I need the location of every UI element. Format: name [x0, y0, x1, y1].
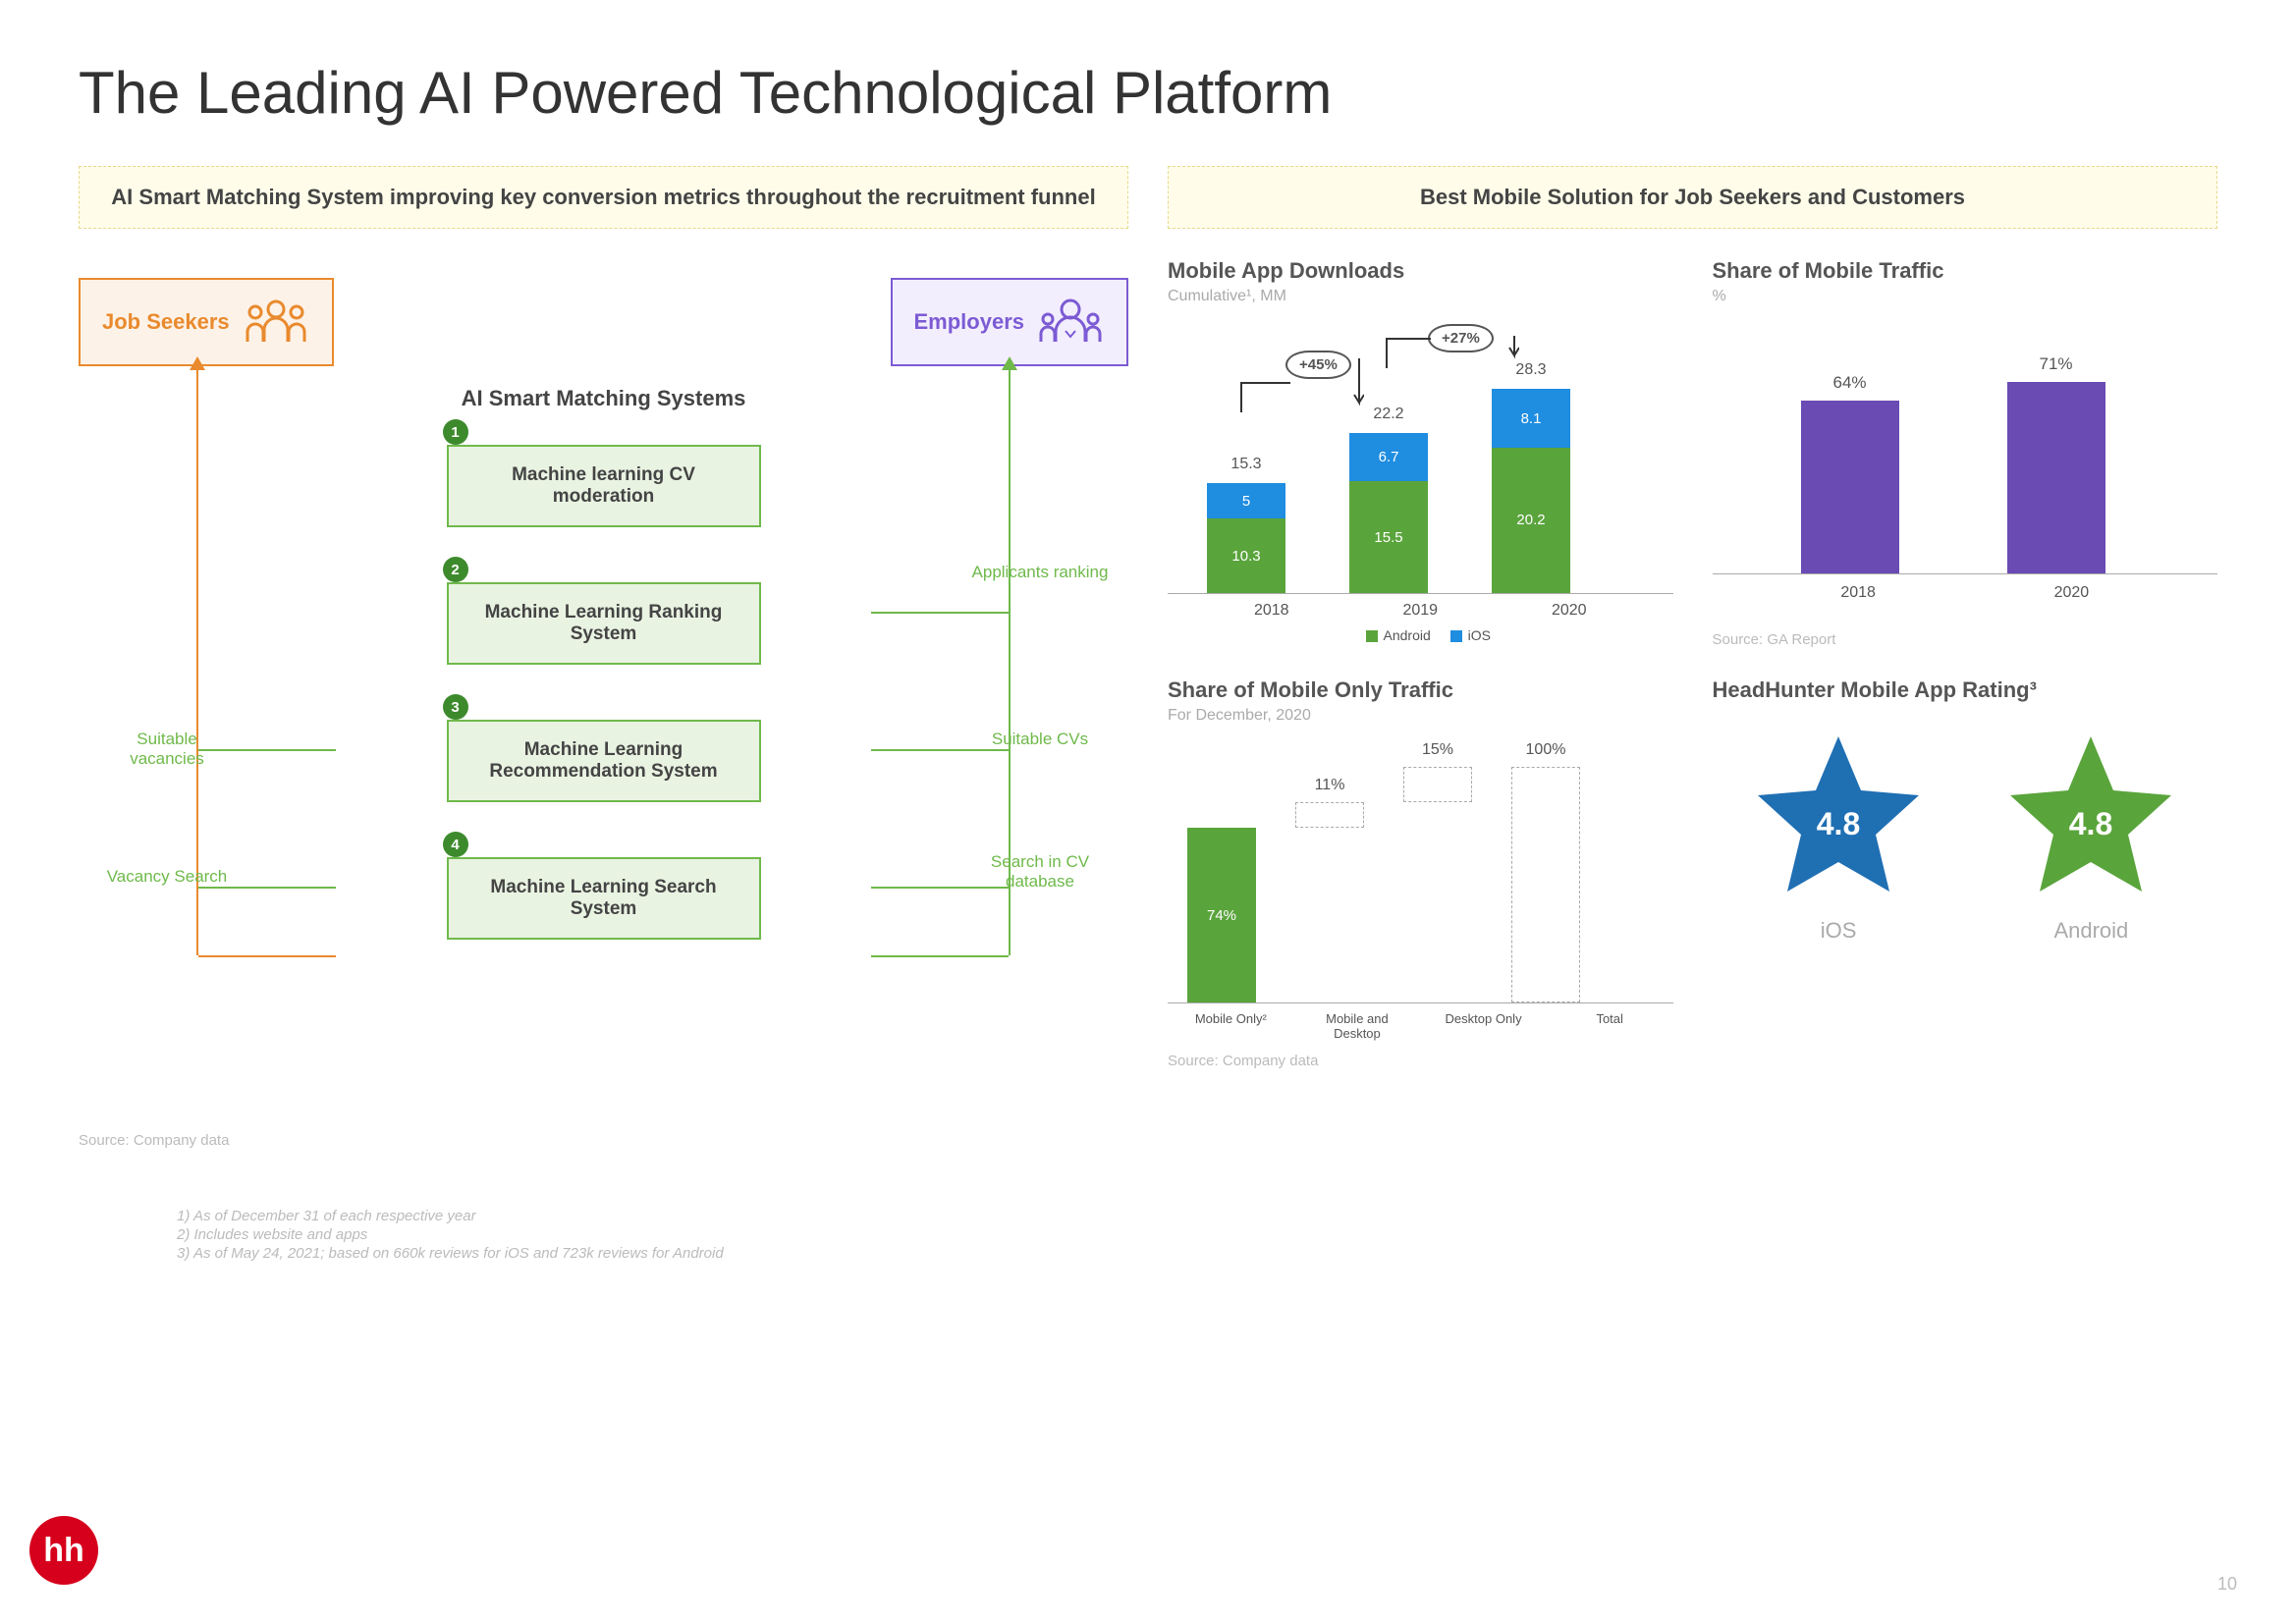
mo-x-1: Mobile and Desktop	[1318, 1011, 1396, 1041]
tr-x-0: 2018	[1840, 584, 1876, 602]
footnotes: 1) As of December 31 of each respective …	[177, 1208, 2217, 1262]
tr-val-1: 71%	[2007, 354, 2105, 374]
monly-title: Share of Mobile Only Traffic	[1168, 677, 1673, 703]
traffic-chart: Share of Mobile Traffic % 64% 71% 2018 20…	[1713, 258, 2218, 648]
dl-total-0: 15.3	[1207, 456, 1285, 473]
dl-x-2: 2020	[1552, 602, 1587, 620]
mo-x-2: Desktop Only	[1445, 1011, 1523, 1041]
dl-bar-0: 15.3510.3	[1207, 483, 1285, 593]
job-seekers-box: Job Seekers	[79, 278, 334, 366]
mo-val-1: 11%	[1295, 777, 1364, 794]
monly-sub: For December, 2020	[1168, 707, 1673, 725]
dl-bar-2: 28.38.120.2	[1492, 389, 1570, 593]
tr-bar-1: 71%	[2007, 382, 2105, 573]
rating-star-android: 4.8 Android	[2002, 727, 2179, 944]
tr-bar-0: 64%	[1801, 401, 1899, 573]
star-icon: 4.8	[2002, 727, 2179, 903]
rating-label-0: iOS	[1750, 918, 1927, 944]
left-source: Source: Company data	[79, 1132, 1128, 1149]
downloads-chart: Mobile App Downloads Cumulative¹, MM +45…	[1168, 258, 1673, 648]
people-icon	[242, 298, 310, 347]
legend-ios: iOS	[1468, 627, 1491, 643]
star-icon: 4.8	[1750, 727, 1927, 903]
rating-title: HeadHunter Mobile App Rating³	[1713, 677, 2218, 703]
ml-box-3: 3 Machine Learning Recommendation System	[447, 720, 761, 802]
mo-bar-2: 15%	[1403, 767, 1472, 802]
tr-val-0: 64%	[1801, 373, 1899, 393]
ml-box-4-label: Machine Learning Search System	[490, 877, 716, 919]
label-search-cv-db: Search in CV database	[971, 852, 1109, 892]
growth-arrow-1	[1236, 349, 1364, 417]
downloads-legend: Android iOS	[1168, 627, 1673, 643]
downloads-title: Mobile App Downloads	[1168, 258, 1673, 284]
footnote-3: 3) As of May 24, 2021; based on 660k rev…	[177, 1245, 2217, 1262]
rating-value-0: 4.8	[1817, 806, 1860, 841]
ml-box-2-label: Machine Learning Ranking System	[485, 602, 723, 644]
right-banner: Best Mobile Solution for Job Seekers and…	[1168, 166, 2217, 229]
hh-logo: hh	[29, 1516, 98, 1585]
employers-label: Employers	[914, 309, 1025, 335]
tr-x-1: 2020	[2054, 584, 2090, 602]
mo-bar-3: 100%	[1511, 767, 1580, 1002]
mo-bar-1: 11%	[1295, 802, 1364, 828]
monly-source: Source: Company data	[1168, 1053, 1673, 1069]
label-applicants-ranking: Applicants ranking	[971, 563, 1109, 582]
rating-section: HeadHunter Mobile App Rating³ 4.8 iOS 4.8 A…	[1713, 677, 2218, 1069]
mo-x-3: Total	[1570, 1011, 1649, 1041]
ml-box-1-label: Machine learning CV moderation	[512, 464, 695, 507]
ai-systems-title: AI Smart Matching Systems	[462, 386, 746, 411]
ml-box-4: 4 Machine Learning Search System	[447, 857, 761, 940]
dl-ios-2: 8.1	[1492, 389, 1570, 447]
rating-star-ios: 4.8 iOS	[1750, 727, 1927, 944]
downloads-sub: Cumulative¹, MM	[1168, 288, 1673, 305]
job-seekers-label: Job Seekers	[102, 309, 230, 335]
dl-android-1: 15.5	[1349, 481, 1428, 593]
employers-box: Employers	[891, 278, 1129, 366]
traffic-source: Source: GA Report	[1713, 631, 2218, 648]
ml-box-1: 1 Machine learning CV moderation	[447, 445, 761, 527]
label-vacancy-search: Vacancy Search	[98, 867, 236, 887]
ml-box-2: 2 Machine Learning Ranking System	[447, 582, 761, 665]
mo-x-0: Mobile Only²	[1191, 1011, 1270, 1041]
traffic-title: Share of Mobile Traffic	[1713, 258, 2218, 284]
page-number: 10	[2217, 1574, 2237, 1595]
rating-value-1: 4.8	[2069, 806, 2112, 841]
dl-android-2: 20.2	[1492, 448, 1570, 593]
rating-label-1: Android	[2002, 918, 2179, 944]
footnote-1: 1) As of December 31 of each respective …	[177, 1208, 2217, 1224]
monly-chart: Share of Mobile Only Traffic For Decembe…	[1168, 677, 1673, 1069]
label-suitable-vacancies: Suitable vacancies	[98, 730, 236, 769]
legend-android: Android	[1384, 627, 1431, 643]
dl-x-0: 2018	[1254, 602, 1289, 620]
dl-ios-1: 6.7	[1349, 433, 1428, 481]
mo-val-2: 15%	[1403, 741, 1472, 759]
num-1: 1	[443, 419, 468, 445]
dl-total-1: 22.2	[1349, 406, 1428, 423]
traffic-sub: %	[1713, 288, 2218, 305]
dl-android-0: 10.3	[1207, 518, 1285, 593]
num-3: 3	[443, 694, 468, 720]
ml-box-3-label: Machine Learning Recommendation System	[489, 739, 717, 782]
ai-diagram: Job Seekers Employers	[79, 258, 1128, 1112]
mo-val-3: 100%	[1511, 741, 1580, 759]
footnote-2: 2) Includes website and apps	[177, 1226, 2217, 1243]
dl-bar-1: 22.26.715.5	[1349, 433, 1428, 593]
num-4: 4	[443, 832, 468, 857]
dl-x-1: 2019	[1402, 602, 1438, 620]
mo-bar-0: 74%	[1187, 828, 1256, 1002]
left-banner: AI Smart Matching System improving key c…	[79, 166, 1128, 229]
employer-icon	[1036, 298, 1105, 347]
num-2: 2	[443, 557, 468, 582]
page-title: The Leading AI Powered Technological Pla…	[79, 59, 2217, 127]
dl-ios-0: 5	[1207, 483, 1285, 519]
label-suitable-cvs: Suitable CVs	[971, 730, 1109, 749]
dl-total-2: 28.3	[1492, 361, 1570, 379]
